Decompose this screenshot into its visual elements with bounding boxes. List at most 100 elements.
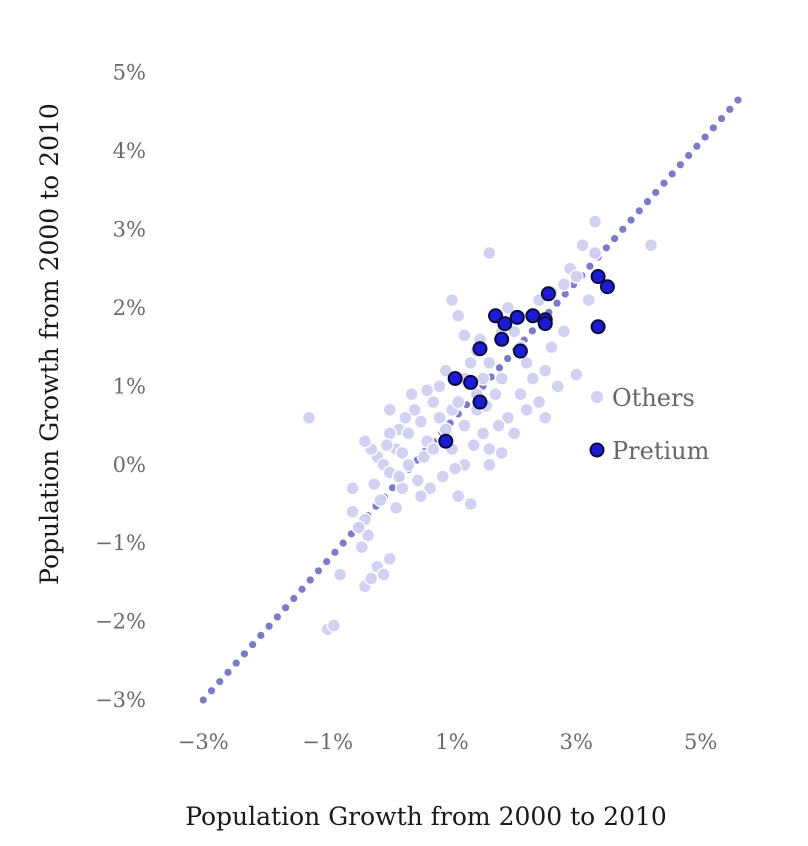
y-tick-label: −3%	[95, 688, 146, 712]
y-tick-label: 0%	[113, 453, 146, 477]
point-pretium	[599, 279, 615, 295]
reference-line-dot	[668, 170, 676, 178]
point-pretium	[512, 343, 528, 359]
point-pretium	[447, 371, 463, 386]
reference-line-dot	[685, 151, 693, 160]
reference-line-dot	[709, 124, 717, 132]
point-others	[556, 324, 572, 339]
reference-line-dot	[273, 613, 281, 621]
point-others	[466, 437, 482, 453]
point-others	[519, 402, 534, 418]
reference-line-dot	[561, 290, 569, 298]
x-tick-label: −1%	[302, 730, 353, 754]
y-tick-label: 1%	[113, 374, 146, 398]
point-others	[569, 367, 584, 382]
reference-line-dot	[314, 567, 323, 575]
y-tick-label: −1%	[95, 531, 146, 555]
y-axis-ticks: −3% −2% −1% 0% 1% 2% 3% 4% 5%	[95, 61, 146, 712]
reference-line-dot	[249, 641, 257, 649]
point-pretium	[488, 308, 504, 324]
point-pretium	[463, 374, 479, 390]
x-axis-title: Population Growth from 2000 to 2010	[185, 802, 667, 831]
reference-line-dot	[528, 327, 536, 335]
point-others	[513, 386, 528, 402]
point-others	[482, 457, 497, 473]
point-others	[482, 245, 497, 261]
point-others	[438, 363, 454, 378]
legend: Others Pretium	[589, 384, 710, 465]
reference-line-dot	[199, 696, 207, 704]
point-others	[531, 394, 547, 410]
point-others	[395, 481, 410, 496]
y-tick-label: 3%	[113, 218, 146, 242]
point-pretium	[590, 319, 606, 335]
reference-line-dot	[602, 244, 610, 252]
point-others	[494, 445, 509, 461]
reference-line-dot	[676, 161, 685, 169]
point-pretium	[537, 316, 553, 332]
legend-marker-pretium	[589, 442, 605, 458]
reference-line-dot	[553, 299, 561, 307]
reference-line-dot	[331, 548, 339, 556]
point-others	[450, 394, 466, 410]
point-pretium	[590, 269, 606, 285]
point-others	[345, 481, 360, 496]
legend-marker-others	[591, 391, 603, 403]
reference-line-dot	[298, 585, 306, 593]
point-others	[538, 410, 553, 425]
reference-line-dot	[726, 105, 734, 113]
y-axis-title: Population Growth from 2000 to 2010	[35, 103, 64, 585]
point-others	[367, 477, 382, 492]
reference-line-dot	[216, 677, 224, 686]
point-pretium	[472, 394, 488, 410]
point-others	[581, 292, 597, 308]
point-others	[332, 567, 348, 582]
reference-line-dot	[611, 234, 619, 243]
point-others	[457, 328, 472, 343]
point-others	[354, 539, 370, 555]
reference-line-dot	[652, 188, 660, 197]
point-others	[398, 410, 413, 425]
legend-label-others: Others	[612, 384, 695, 412]
reference-line-dot	[240, 650, 249, 658]
y-tick-label: −2%	[95, 610, 146, 634]
point-pretium	[540, 286, 556, 302]
point-pretium	[472, 341, 488, 357]
point-others	[382, 402, 398, 418]
point-others	[450, 488, 466, 504]
reference-line-dot	[232, 659, 240, 667]
point-others	[491, 418, 506, 433]
point-others	[345, 504, 360, 520]
point-others	[432, 410, 447, 425]
reference-line-dot	[339, 539, 347, 547]
y-tick-label: 5%	[113, 61, 146, 85]
point-others	[419, 383, 435, 398]
legend-label-pretium: Pretium	[612, 437, 710, 465]
reference-line-dot	[504, 354, 512, 363]
point-others	[450, 308, 466, 324]
point-others	[395, 445, 410, 461]
reference-line-dot	[257, 631, 265, 639]
point-pretium	[497, 316, 513, 332]
point-others	[488, 386, 503, 402]
point-others	[416, 449, 432, 465]
point-others	[382, 551, 398, 567]
point-others	[544, 339, 559, 355]
point-others	[410, 473, 426, 488]
point-others	[357, 433, 373, 449]
reference-line-dot	[306, 576, 314, 584]
point-others	[506, 426, 522, 441]
point-others	[587, 214, 603, 229]
reference-line-dot	[388, 484, 397, 492]
point-others	[376, 567, 391, 582]
y-tick-label: 2%	[113, 296, 146, 320]
point-others	[575, 237, 590, 253]
point-others	[391, 469, 407, 484]
point-others	[463, 496, 478, 512]
point-others	[351, 520, 366, 535]
point-others	[379, 437, 394, 453]
point-others	[643, 237, 659, 253]
reference-line-dot	[265, 622, 273, 630]
series-pretium	[438, 269, 615, 449]
x-tick-label: 3%	[560, 730, 593, 754]
